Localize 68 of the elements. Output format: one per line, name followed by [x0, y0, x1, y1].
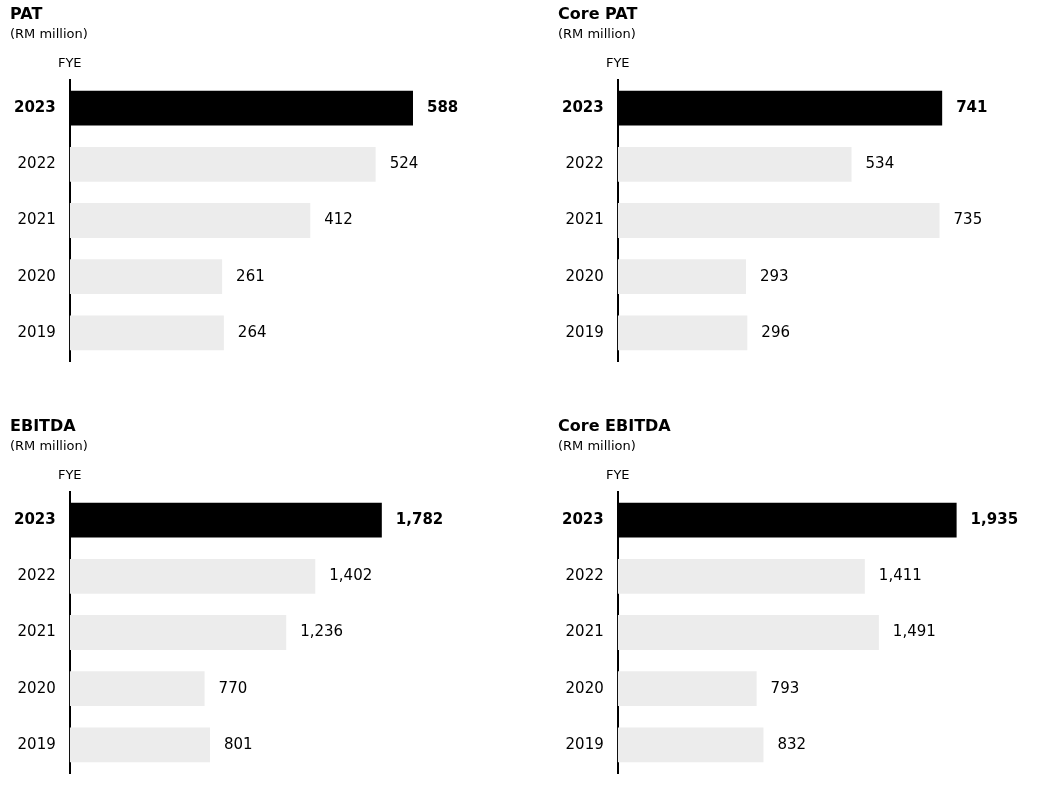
bar — [69, 146, 376, 182]
y-tick-label: 2020 — [17, 678, 56, 697]
y-tick-label: 2019 — [17, 322, 56, 341]
bar — [617, 146, 852, 182]
y-axis-title: FYE — [57, 54, 82, 70]
chart-subtitle: (RM million) — [10, 26, 88, 41]
y-tick-label: 2023 — [562, 97, 604, 116]
chart-title: Core PAT — [558, 4, 638, 23]
chart-subtitle: (RM million) — [10, 438, 88, 453]
y-tick-label: 2020 — [17, 266, 56, 285]
bar — [69, 671, 205, 707]
y-tick-label: 2020 — [565, 266, 604, 285]
data-label: 770 — [218, 678, 248, 697]
bar — [617, 259, 747, 295]
data-label: 412 — [324, 210, 353, 229]
y-axis-title: FYE — [57, 466, 82, 482]
data-label: 741 — [956, 97, 988, 116]
data-label: 534 — [865, 154, 895, 173]
y-tick-label: 2023 — [14, 509, 56, 528]
bar — [69, 615, 287, 650]
y-tick-label: 2021 — [565, 210, 604, 229]
data-label: 1,782 — [395, 509, 444, 528]
y-tick-label: 2019 — [565, 734, 604, 753]
bar — [69, 558, 316, 594]
data-label: 264 — [237, 322, 267, 341]
y-axis-title: FYE — [605, 54, 630, 70]
bar — [617, 203, 940, 238]
bar — [617, 727, 764, 763]
data-label: 1,236 — [300, 622, 344, 641]
data-label: 1,935 — [970, 509, 1019, 528]
y-tick-label: 2020 — [565, 678, 604, 697]
data-label: 1,402 — [329, 566, 373, 585]
bar — [69, 727, 211, 763]
y-tick-label: 2022 — [17, 154, 56, 173]
data-label: 801 — [224, 734, 253, 753]
chart-subtitle: (RM million) — [558, 438, 636, 453]
y-tick-label: 2021 — [17, 622, 56, 641]
bar — [617, 558, 865, 594]
y-tick-label: 2019 — [17, 734, 56, 753]
chart-subtitle: (RM million) — [558, 26, 636, 41]
y-axis-title: FYE — [605, 466, 630, 482]
y-tick-label: 2021 — [565, 622, 604, 641]
y-tick-label: 2021 — [17, 210, 56, 229]
bar — [617, 615, 879, 650]
bar — [69, 315, 224, 351]
bar — [69, 259, 223, 295]
data-label: 735 — [953, 210, 983, 229]
data-label: 1,491 — [892, 622, 936, 641]
data-label: 261 — [236, 266, 265, 285]
data-label: 832 — [777, 734, 807, 753]
chart-title: EBITDA — [10, 416, 76, 435]
chart-title: Core EBITDA — [558, 416, 671, 435]
bar — [69, 203, 311, 238]
y-tick-label: 2023 — [14, 97, 56, 116]
chart-title: PAT — [10, 4, 43, 23]
data-label: 588 — [426, 97, 459, 116]
data-label: 524 — [389, 154, 419, 173]
data-label: 793 — [770, 678, 800, 697]
bar — [617, 315, 748, 351]
y-tick-label: 2022 — [565, 154, 604, 173]
bar — [617, 671, 757, 707]
data-label: 1,411 — [878, 566, 922, 585]
y-tick-label: 2023 — [562, 509, 604, 528]
data-label: 293 — [760, 266, 789, 285]
y-tick-label: 2019 — [565, 322, 604, 341]
y-tick-label: 2022 — [17, 566, 56, 585]
y-tick-label: 2022 — [565, 566, 604, 585]
data-label: 296 — [761, 322, 790, 341]
